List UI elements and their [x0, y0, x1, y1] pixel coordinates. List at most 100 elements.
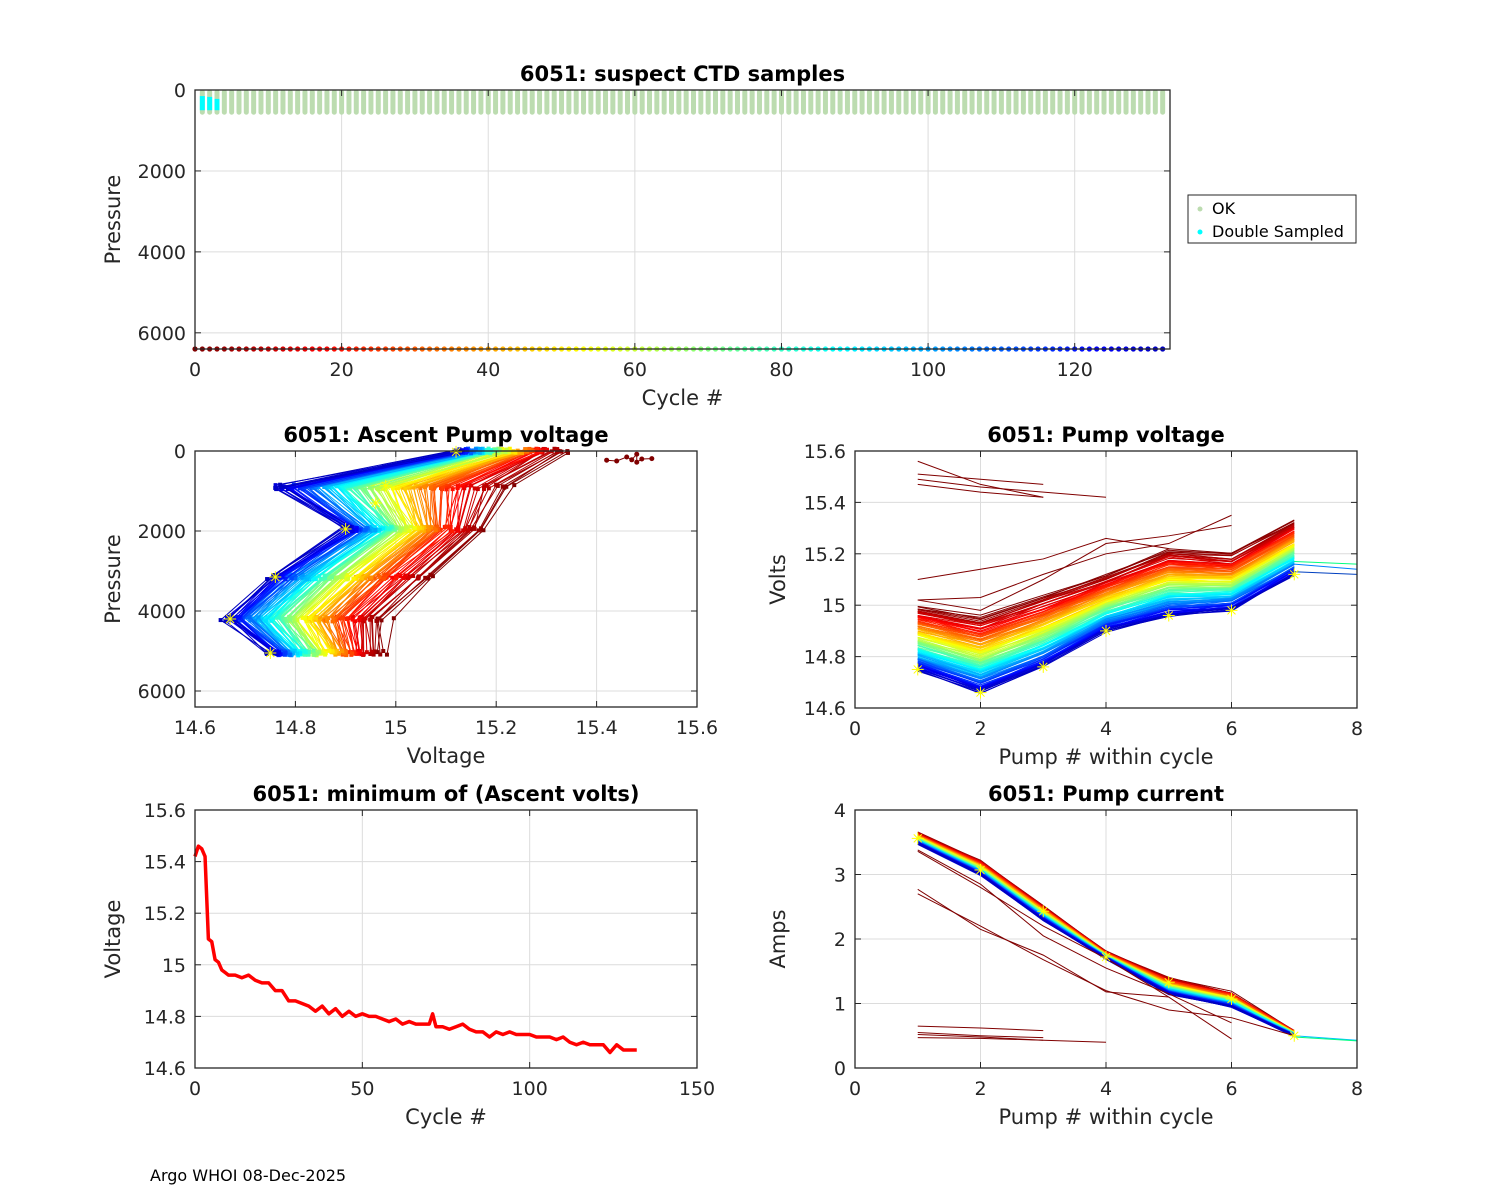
- profile-point: [344, 617, 349, 622]
- profile-point: [322, 485, 327, 490]
- profile-point: [346, 576, 351, 581]
- profile-point: [313, 485, 318, 490]
- profile-point: [236, 615, 241, 620]
- cycle-profile-line: [248, 449, 469, 656]
- profile-point: [363, 527, 368, 532]
- cycle-profile-line: [266, 452, 483, 652]
- outlier-line: [917, 525, 1232, 611]
- cycle-profile-line: [311, 450, 514, 652]
- profile-point: [382, 576, 387, 581]
- y-tick-label: 4000: [138, 601, 186, 623]
- footer-credit: Argo WHOI 08-Dec-2025: [150, 1166, 347, 1185]
- star-stroke: [913, 834, 923, 843]
- profile-point: [398, 574, 403, 579]
- profile-point: [500, 484, 505, 489]
- profile-point: [377, 574, 382, 579]
- profile-point: [348, 524, 353, 529]
- plot-marks: [218, 445, 655, 659]
- profile-point: [481, 528, 486, 533]
- profile-point: [311, 648, 316, 653]
- profile-point: [333, 483, 338, 488]
- star-stroke: [1101, 626, 1111, 636]
- profile-point: [428, 484, 433, 489]
- star-stroke: [371, 498, 381, 508]
- profile-point: [375, 650, 380, 655]
- highlight-star: [1100, 624, 1112, 637]
- profile-point: [353, 619, 358, 624]
- profile-point: [457, 447, 462, 452]
- x-tick-label: 80: [769, 359, 793, 381]
- star-stroke: [1101, 952, 1111, 962]
- outlier-line: [917, 473, 1044, 485]
- star-stroke: [451, 447, 461, 457]
- profile-point: [446, 524, 451, 529]
- profile-point: [373, 528, 378, 533]
- profile-point: [426, 576, 431, 581]
- cycle-pump-line: [917, 522, 1295, 620]
- profile-point: [494, 482, 499, 487]
- cycle-profile-line: [219, 448, 460, 653]
- cycle-profile-line: [229, 450, 457, 653]
- profile-point: [317, 619, 322, 624]
- profile-point: [369, 615, 374, 620]
- profile-point: [353, 486, 358, 491]
- profile-point: [544, 447, 549, 452]
- profile-point: [247, 614, 252, 619]
- chart-title: 6051: Ascent Pump voltage: [283, 423, 608, 447]
- x-tick-label: 8: [1351, 1078, 1363, 1100]
- highlight-star: [1162, 976, 1175, 989]
- profile-point: [323, 576, 328, 581]
- profile-point: [450, 529, 455, 534]
- profile-point: [486, 486, 491, 491]
- x-tick-label: 15.4: [575, 717, 617, 739]
- star-stroke: [1227, 605, 1236, 615]
- profile-point: [535, 447, 540, 452]
- profile-point: [318, 616, 323, 621]
- star-stroke: [225, 614, 235, 624]
- profile-point: [485, 450, 490, 455]
- profile-point: [461, 528, 466, 533]
- profile-point: [299, 575, 304, 580]
- cycle-pump-line: [917, 548, 1295, 659]
- cycle-profile-line: [376, 451, 562, 655]
- cycle-profile-line: [362, 448, 546, 655]
- profile-point: [475, 450, 480, 455]
- outlier-line: [917, 849, 1232, 1024]
- x-tick-label: 2: [974, 1078, 986, 1100]
- profile-point: [276, 615, 281, 620]
- x-tick-label: 100: [512, 1078, 548, 1100]
- profile-point: [308, 616, 313, 621]
- profile-point: [297, 649, 302, 654]
- profile-point: [286, 649, 291, 654]
- plot-marks: [911, 831, 1358, 1043]
- star-stroke: [1164, 611, 1174, 620]
- profile-point: [507, 446, 512, 451]
- pump-current-axes: 0 2 4 6 8 0 1 2 3 4 6051: Pump current Pump # withi…: [766, 782, 1363, 1129]
- plot-marks: [193, 844, 637, 1055]
- tail-line: [1294, 561, 1358, 565]
- cycle-pump-line: [917, 533, 1295, 635]
- profile-point: [323, 652, 328, 657]
- profile-point: [302, 649, 307, 654]
- outlier-line: [917, 1032, 1044, 1039]
- profile-point: [423, 575, 428, 580]
- highlight-star: [450, 445, 463, 458]
- legend: OK Double Sampled: [1187, 194, 1357, 244]
- profile-point: [350, 617, 355, 622]
- highlight-star: [1225, 992, 1238, 1005]
- x-tick-label: 4: [1100, 1078, 1112, 1100]
- y-tick-label: 14.6: [144, 1058, 186, 1080]
- cycle-pump-line: [917, 520, 1295, 618]
- y-tick-label: 14.6: [804, 698, 846, 720]
- profile-point: [323, 614, 328, 619]
- x-tick-label: 0: [849, 718, 861, 740]
- profile-point: [363, 616, 368, 621]
- profile-point: [292, 648, 297, 653]
- star-stroke: [976, 688, 985, 697]
- y-tick-label: 15.2: [804, 544, 846, 566]
- plot-area: [195, 810, 697, 1068]
- profile-point: [265, 615, 270, 620]
- x-tick-label: 8: [1351, 718, 1363, 740]
- cycle-profile-line: [331, 449, 530, 654]
- profile-point: [416, 575, 421, 580]
